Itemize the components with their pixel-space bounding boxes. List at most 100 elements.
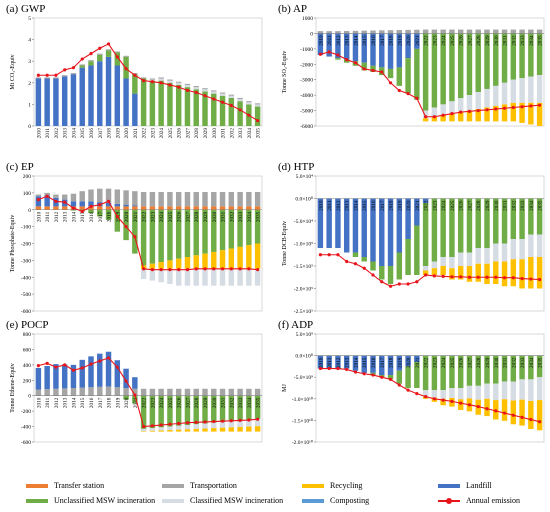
x-tick-label: 2028 bbox=[194, 397, 200, 408]
annual-emission-point-2027 bbox=[185, 88, 190, 92]
bar-unclassified-2035 bbox=[536, 355, 543, 378]
annual-emission-point-2022 bbox=[142, 267, 146, 271]
bar-transport-2035 bbox=[254, 388, 261, 396]
annual-emission-point-2016 bbox=[371, 273, 375, 277]
bar-unclassified-2035 bbox=[536, 33, 543, 76]
bar-landfill-2013 bbox=[343, 355, 350, 369]
bar-landfill-2013 bbox=[343, 33, 350, 60]
annual-emission-point-2023 bbox=[432, 397, 436, 401]
bar-transport-2023 bbox=[431, 29, 438, 34]
bar-transport-2011 bbox=[44, 192, 50, 196]
bar-unclassified-2019 bbox=[114, 52, 121, 66]
bar-landfill-2019 bbox=[114, 65, 121, 126]
bar-recycling-2031 bbox=[219, 427, 226, 432]
bar-transport-2033 bbox=[237, 388, 243, 396]
annual-emission-point-2024 bbox=[159, 268, 163, 272]
bar-landfill-2020 bbox=[405, 33, 411, 59]
legend-item-classified: Classified MSW incineration bbox=[162, 496, 283, 505]
annual-emission-point-2015 bbox=[362, 266, 366, 270]
bar-unclassified-2025 bbox=[449, 198, 455, 257]
bar-unclassified-2026 bbox=[175, 395, 182, 426]
bar-unclassified-2032 bbox=[510, 33, 517, 80]
bar-landfill-2013 bbox=[61, 364, 68, 389]
bar-transport-2019 bbox=[114, 387, 121, 396]
x-tick-label: 2017 bbox=[380, 200, 386, 211]
annual-emission-point-2035 bbox=[256, 417, 260, 421]
annual-emission-point-2014 bbox=[353, 370, 358, 374]
y-tick-label: 800 bbox=[23, 332, 32, 338]
bar-unclassified-2027 bbox=[184, 209, 191, 257]
y-tick-label: -300 bbox=[21, 258, 31, 264]
bar-classified-2032 bbox=[228, 268, 235, 286]
x-tick-label: 2010 bbox=[36, 128, 42, 139]
x-tick-label: 2014 bbox=[71, 211, 77, 222]
bar-transfer-2016 bbox=[88, 206, 94, 210]
annual-emission-point-2017 bbox=[98, 359, 102, 363]
bar-landfill-2011 bbox=[44, 366, 50, 390]
bar-transport-2029 bbox=[202, 388, 208, 396]
bar-classified-2028 bbox=[475, 248, 481, 264]
bar-transport-2031 bbox=[219, 388, 226, 396]
annual-emission-point-2018 bbox=[388, 81, 393, 85]
bar-landfill-2015 bbox=[79, 67, 85, 126]
annual-emission-point-2034 bbox=[529, 104, 533, 108]
bar-unclassified-2026 bbox=[457, 198, 464, 253]
x-tick-label: 2031 bbox=[221, 128, 227, 139]
bar-transport-2028 bbox=[475, 29, 481, 34]
x-tick-label: 2019 bbox=[397, 357, 403, 368]
bar-unclassified-2012 bbox=[335, 58, 341, 60]
x-tick-label: 2016 bbox=[89, 397, 95, 408]
annual-emission-point-2011 bbox=[327, 253, 331, 257]
x-tick-label: 2029 bbox=[485, 357, 491, 368]
bar-transport-2031 bbox=[501, 29, 508, 34]
bar-unclassified-2022 bbox=[422, 203, 429, 266]
annual-emission-point-2027 bbox=[185, 421, 190, 425]
bar-classified-2028 bbox=[193, 268, 199, 286]
x-tick-label: 2025 bbox=[450, 200, 456, 211]
bar-transport-2034 bbox=[246, 192, 252, 207]
bar-unclassified-2018 bbox=[105, 50, 112, 57]
bar-classified-2032 bbox=[510, 239, 517, 260]
bar-landfill-2016 bbox=[88, 201, 94, 207]
y-tick-label: -1.0×10⁵ bbox=[294, 242, 313, 248]
x-tick-label: 2030 bbox=[212, 128, 218, 139]
bar-transport-2024 bbox=[158, 77, 164, 79]
x-tick-label: 2011 bbox=[327, 35, 333, 46]
legend-label: Annual emission bbox=[466, 496, 520, 505]
bar-unclassified-2030 bbox=[211, 395, 217, 423]
x-tick-label: 2023 bbox=[432, 200, 438, 211]
annual-emission-point-2018 bbox=[388, 284, 393, 288]
annual-emission-point-2016 bbox=[89, 362, 93, 366]
chart-title: (e) POCP bbox=[6, 319, 48, 331]
annual-emission-point-2019 bbox=[397, 282, 401, 286]
annual-emission-point-2019 bbox=[115, 365, 119, 369]
bar-landfill-2021 bbox=[132, 93, 138, 126]
bar-classified-2031 bbox=[501, 82, 508, 105]
bar-unclassified-2035 bbox=[536, 198, 543, 235]
x-tick-label: 2011 bbox=[327, 200, 333, 211]
annual-emission-point-2018 bbox=[106, 356, 111, 360]
plot-area bbox=[315, 17, 545, 127]
annual-emission-point-2033 bbox=[520, 415, 524, 419]
bar-transport-2013 bbox=[61, 194, 68, 200]
bar-recycling-2024 bbox=[158, 430, 164, 432]
bar-unclassified-2032 bbox=[228, 209, 235, 249]
bar-classified-2023 bbox=[431, 107, 438, 117]
bar-unclassified-2034 bbox=[528, 355, 534, 380]
x-tick-label: 2011 bbox=[45, 128, 51, 139]
x-tick-label: 2022 bbox=[142, 397, 148, 408]
bar-transport-2017 bbox=[97, 53, 103, 55]
bar-unclassified-2025 bbox=[167, 209, 173, 261]
bar-transport-2025 bbox=[167, 192, 173, 207]
bar-classified-2035 bbox=[254, 418, 261, 427]
bar-landfill-2019 bbox=[396, 198, 403, 253]
bar-unclassified-2027 bbox=[466, 198, 473, 253]
bar-landfill-2014 bbox=[70, 364, 77, 388]
legend-item-unclassified: Unclassified MSW incineration bbox=[26, 496, 155, 505]
bar-transport-2013 bbox=[343, 30, 350, 34]
bar-classified-2025 bbox=[449, 257, 455, 269]
bar-transport-2014 bbox=[70, 193, 77, 202]
bar-landfill-2017 bbox=[379, 355, 385, 376]
x-tick-label: 2032 bbox=[511, 357, 517, 368]
